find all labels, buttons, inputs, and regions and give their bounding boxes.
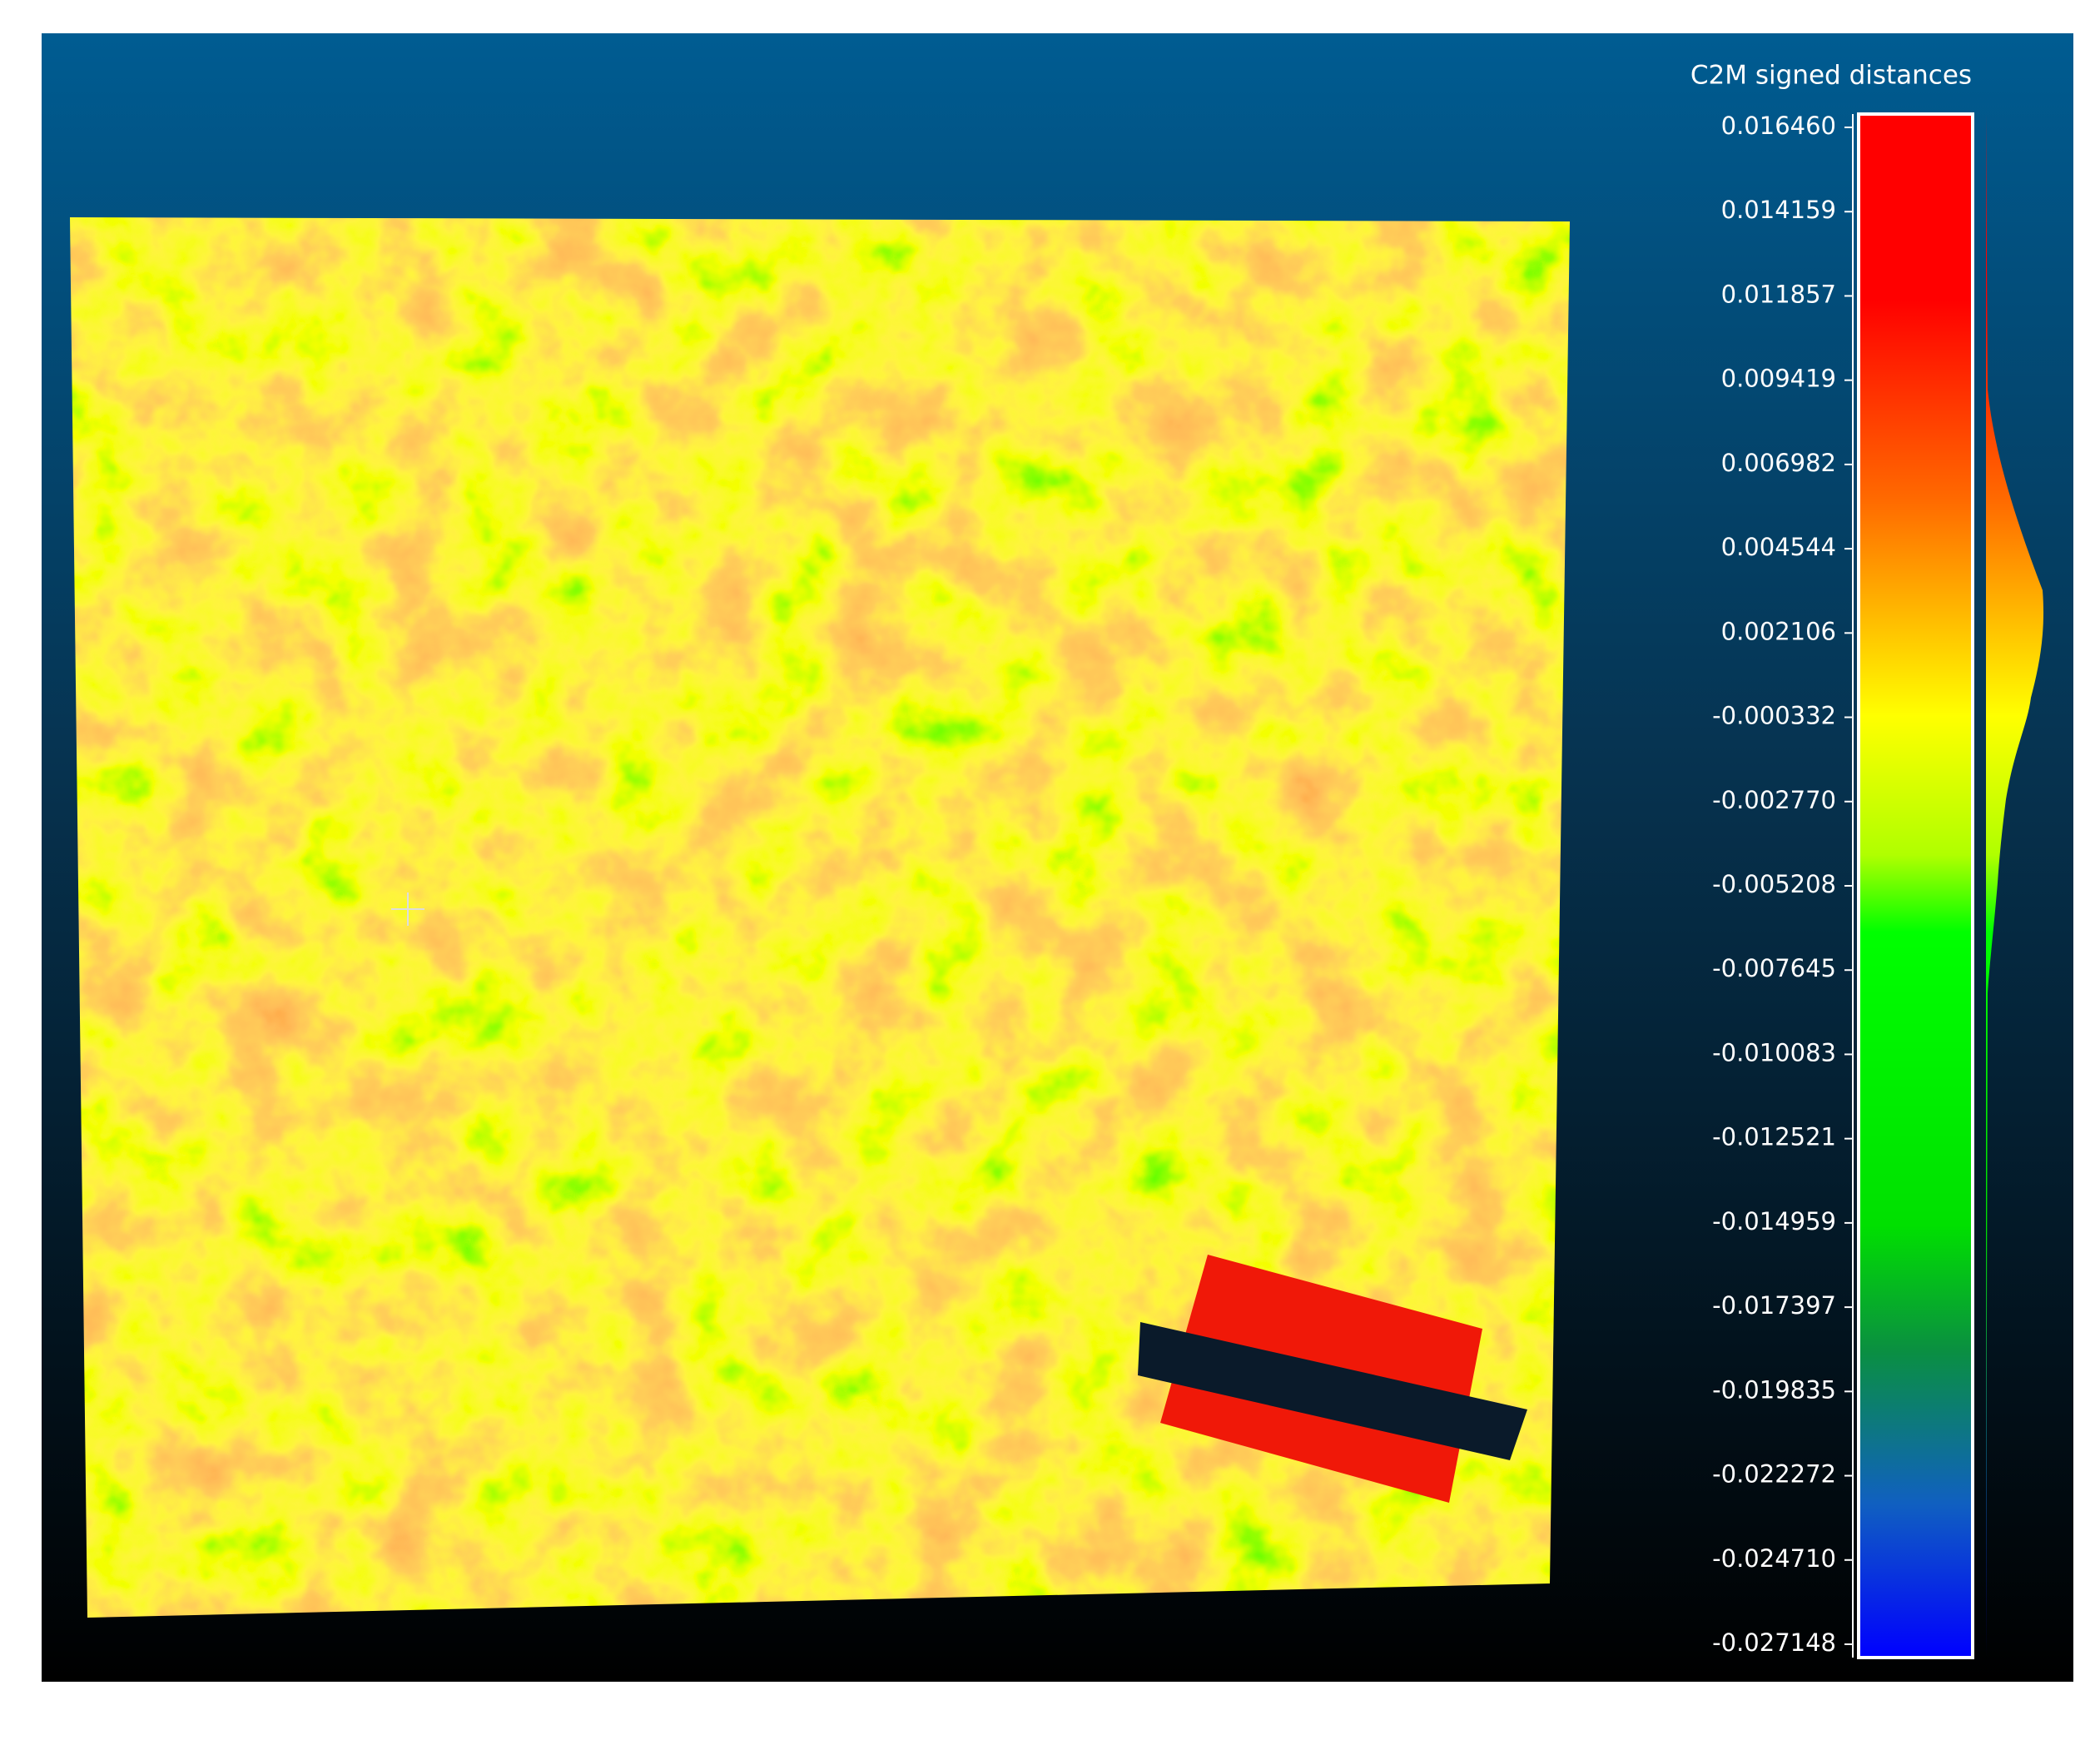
tick-label: 0.002106 [1721, 617, 1836, 645]
tick-label: -0.017397 [1712, 1291, 1836, 1320]
tick-label: -0.027148 [1712, 1628, 1836, 1657]
tick-label: -0.024710 [1712, 1544, 1836, 1573]
tick-label: -0.019835 [1712, 1375, 1836, 1404]
tick-group: 0.016460 0.014159 0.011857 0.009419 0.006982… [1712, 112, 1853, 1657]
tick-label: -0.000332 [1712, 702, 1836, 730]
tick-label: -0.002770 [1712, 786, 1836, 814]
tick-label: -0.007645 [1712, 954, 1836, 982]
tick-label: -0.010083 [1712, 1038, 1836, 1066]
tick-label: 0.014159 [1721, 196, 1836, 224]
tick-label: 0.006982 [1721, 449, 1836, 477]
tick-label: 0.016460 [1721, 112, 1836, 140]
tick-label: 0.009419 [1721, 365, 1836, 393]
tick-label: -0.022272 [1712, 1460, 1836, 1489]
color-bar [1857, 112, 1974, 1659]
tick-label: -0.005208 [1712, 870, 1836, 898]
histogram [1986, 114, 2044, 1658]
tick-label: 0.011857 [1721, 280, 1836, 308]
dark-bar [1138, 1322, 1527, 1460]
tick-label: -0.012521 [1712, 1123, 1836, 1151]
tick-label: 0.004544 [1721, 533, 1836, 561]
scale-title: C2M signed distances [1690, 61, 1972, 91]
tick-label: -0.014959 [1712, 1207, 1836, 1235]
